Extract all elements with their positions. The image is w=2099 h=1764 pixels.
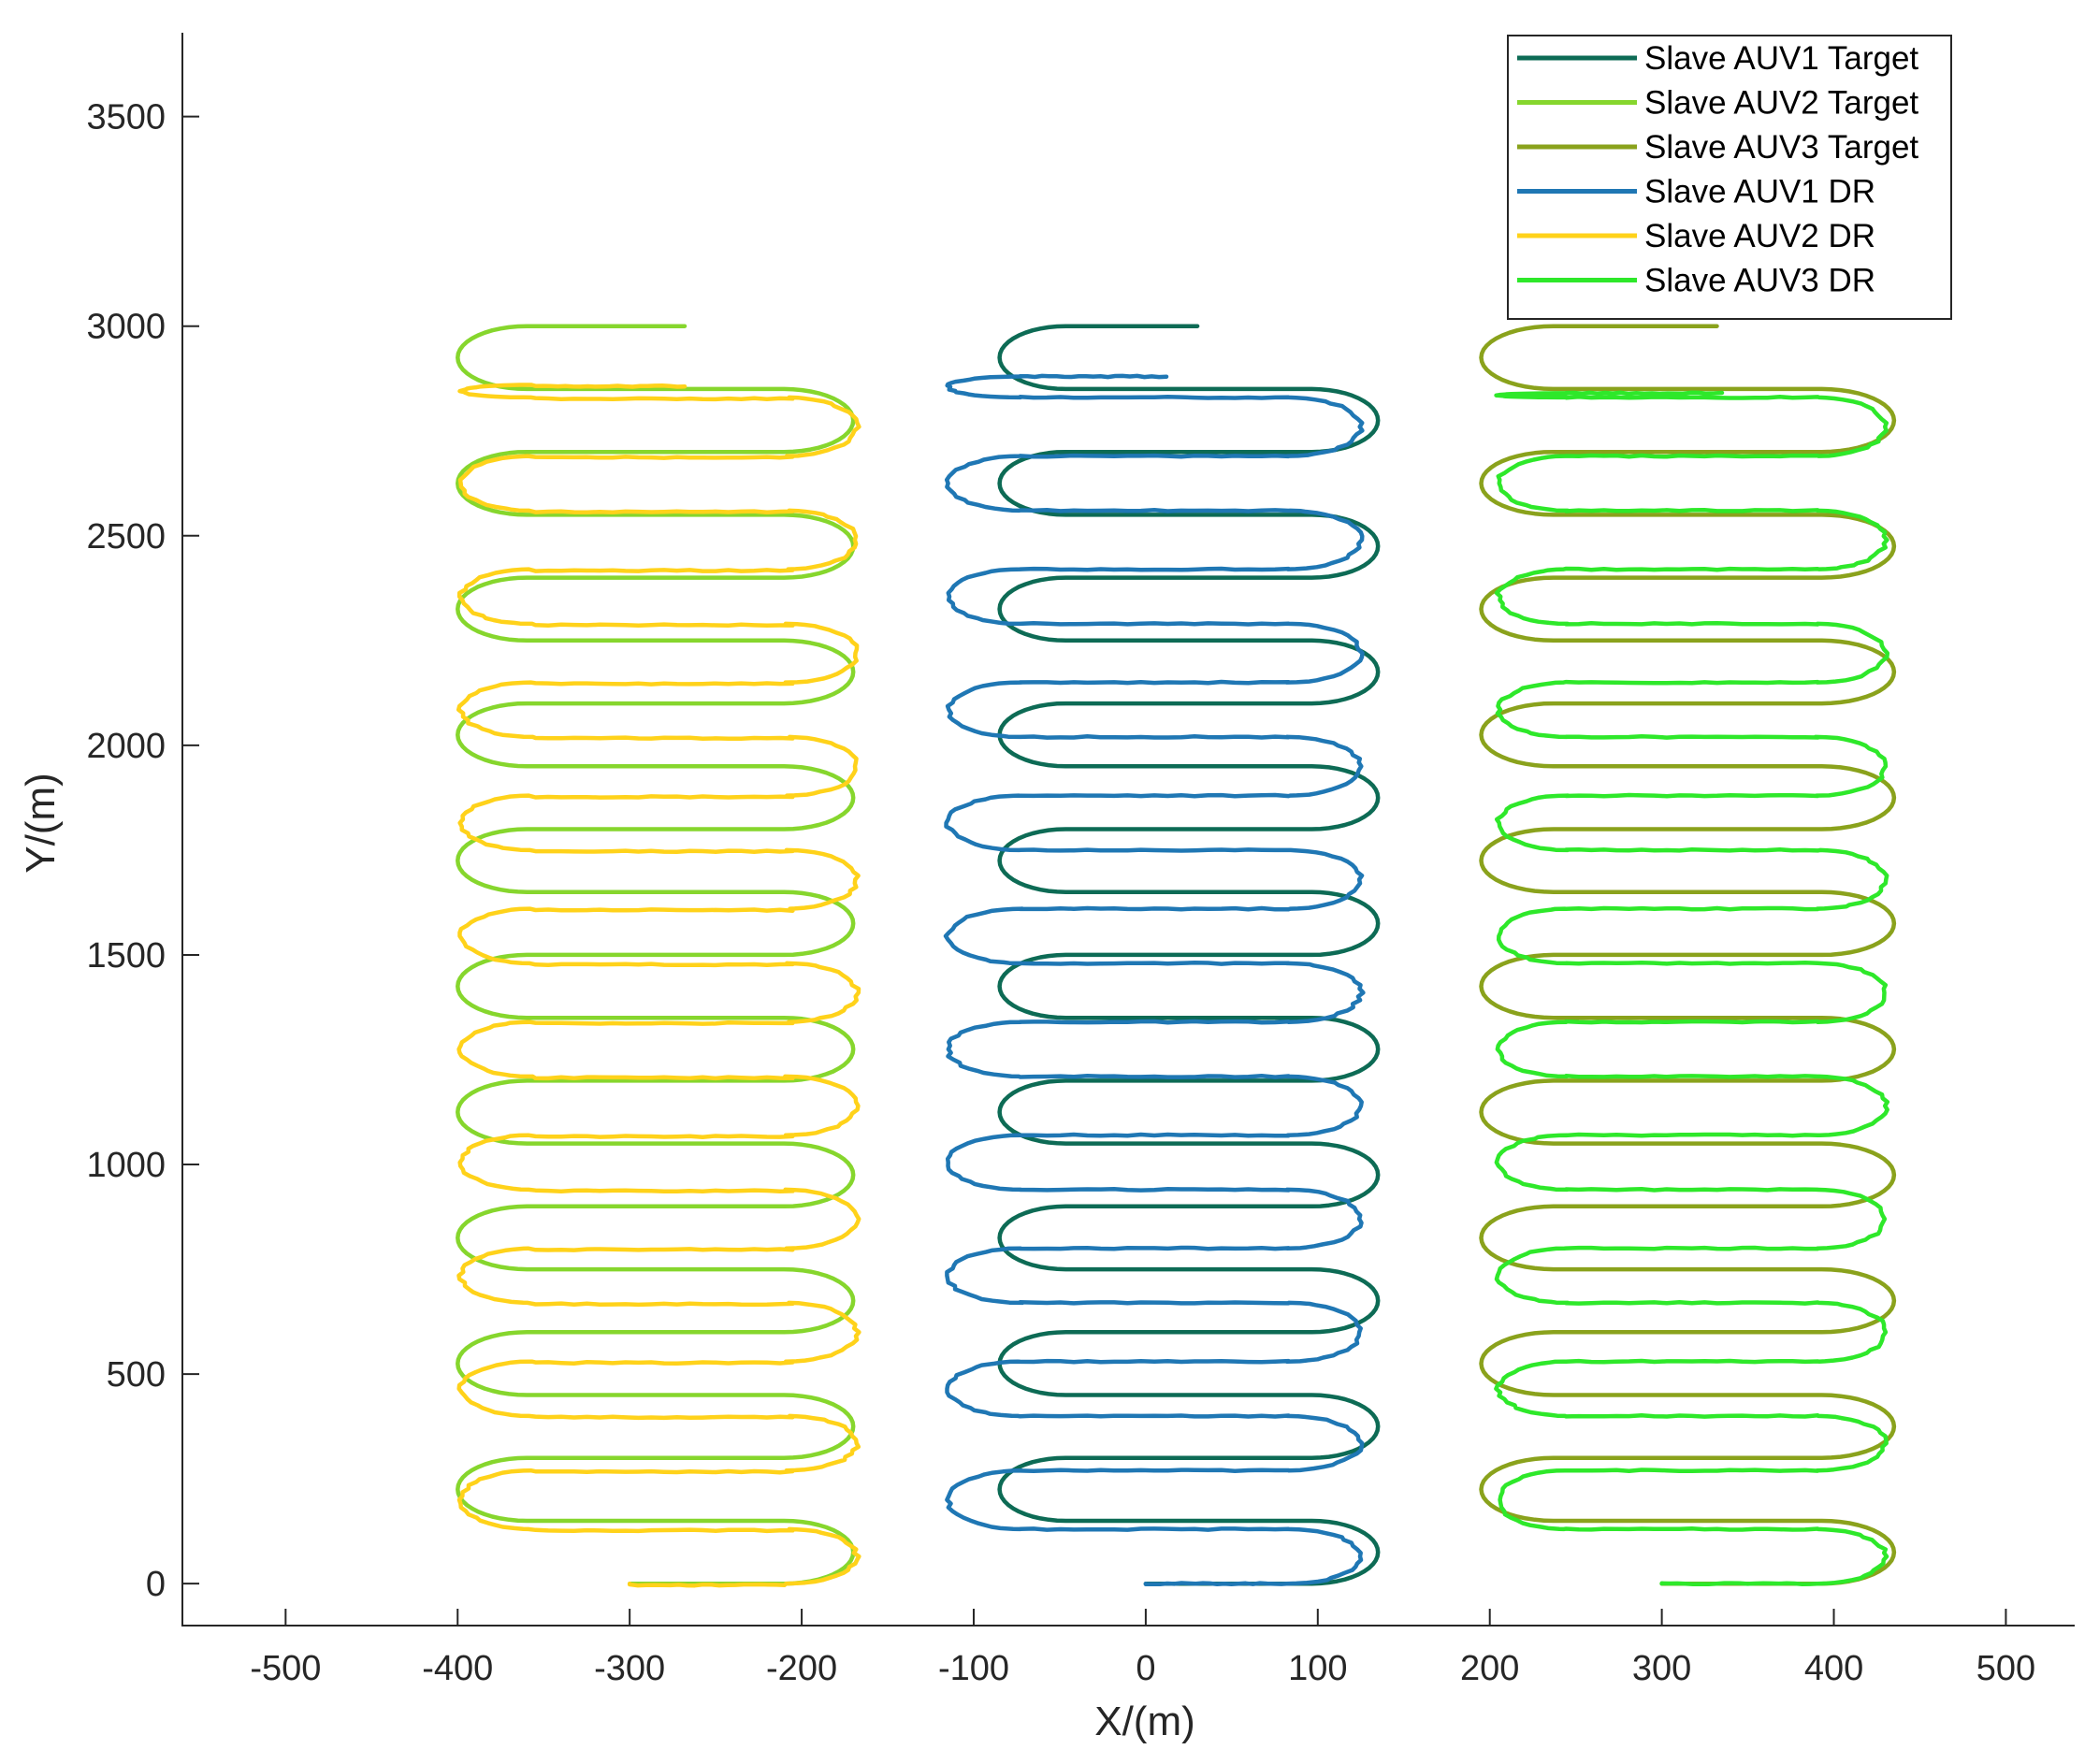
x-tick-label: -500: [250, 1649, 321, 1688]
x-tick-label: 400: [1804, 1649, 1863, 1688]
legend-entry: Slave AUV1 Target: [1644, 40, 1918, 77]
x-tick-label: -200: [766, 1649, 837, 1688]
x-tick-label: 100: [1288, 1649, 1347, 1688]
legend-entry: Slave AUV2 Target: [1644, 85, 1918, 122]
x-tick-label: -300: [594, 1649, 665, 1688]
x-tick-label: 300: [1632, 1649, 1691, 1688]
legend-entry: Slave AUV1 DR: [1644, 174, 1875, 210]
series-layer: [456, 324, 1897, 1588]
series-line-6: [1494, 390, 1890, 1587]
legend-box: [1507, 35, 1952, 320]
series-line-5: [456, 383, 861, 1588]
x-tick-label: 200: [1460, 1649, 1519, 1688]
y-tick-label: 0: [146, 1565, 166, 1604]
legend-entry: Slave AUV3 Target: [1644, 129, 1918, 166]
y-tick-label: 2000: [86, 727, 166, 766]
y-tick-label: 500: [107, 1355, 166, 1395]
series-line-4: [943, 373, 1366, 1587]
y-tick-label: 3000: [86, 308, 166, 347]
x-tick-label: 500: [1976, 1649, 2035, 1688]
series-line-2: [456, 324, 856, 1586]
x-axis-label: X/(m): [1094, 1699, 1195, 1744]
series-line-1: [997, 324, 1381, 1586]
y-axis-label: Y/(m): [18, 773, 64, 874]
legend-entry: Slave AUV3 DR: [1644, 263, 1875, 299]
series-line-3: [1479, 324, 1897, 1586]
y-tick-label: 1500: [86, 936, 166, 976]
legend: Slave AUV1 Target Slave AUV2 Target Slave …: [1507, 35, 1952, 320]
y-tick-label: 3500: [86, 98, 166, 137]
axis-frame: [181, 33, 2075, 1627]
x-tick-label: -100: [938, 1649, 1009, 1688]
x-tick-label: 0: [1136, 1649, 1155, 1688]
x-tick-label: -400: [422, 1649, 493, 1688]
legend-entry: Slave AUV2 DR: [1644, 218, 1875, 254]
y-tick-label: 1000: [86, 1146, 166, 1185]
axes: -500 -400 -300 -200 -100 0 100 200 300 400 500 0 500…: [86, 33, 2075, 1688]
y-tick-label: 2500: [86, 517, 166, 557]
